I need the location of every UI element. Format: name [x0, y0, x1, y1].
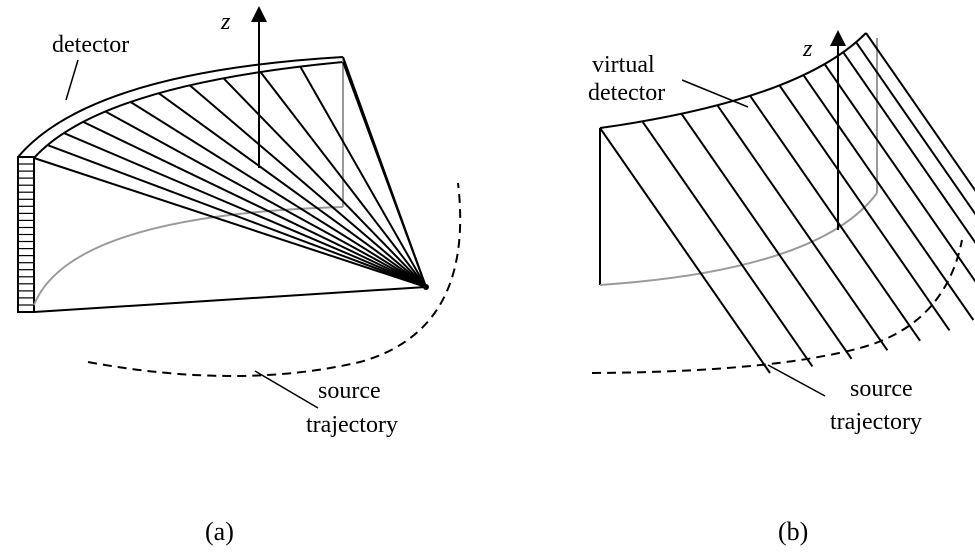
source-label-line1: source: [318, 378, 381, 404]
fan-ray: [33, 157, 427, 288]
fan-ray-edge: [342, 56, 427, 288]
source-leader-line-b: [767, 364, 826, 397]
bottom-ray: [33, 286, 427, 313]
z-axis-label-b: z: [802, 36, 813, 62]
parallel-beam-rays: [599, 32, 975, 374]
fan-ray: [130, 101, 427, 288]
fan-ray: [299, 66, 427, 288]
source-leader-line: [254, 370, 319, 409]
virtual-detector-label-line2: detector: [588, 80, 665, 106]
detector-label: detector: [52, 32, 129, 58]
fan-ray: [63, 132, 427, 288]
caption-a: (a): [205, 517, 234, 546]
parallel-ray: [778, 84, 951, 331]
parallel-ray: [749, 95, 921, 342]
panel-a: z detector source trajectory (a): [17, 6, 462, 546]
caption-b: (b): [778, 517, 808, 546]
parallel-ray: [641, 120, 814, 367]
source-label-line2-b: trajectory: [830, 409, 922, 435]
detector-bottom-curve: [33, 206, 344, 306]
parallel-ray: [680, 113, 853, 360]
fan-ray: [222, 77, 427, 288]
fan-ray: [158, 92, 427, 288]
source-label-line2: trajectory: [306, 412, 398, 438]
fan-beam-rays: [33, 56, 427, 288]
parallel-ray: [842, 51, 975, 244]
virtual-detector-arc: [599, 32, 867, 129]
virtual-detector-bottom-curve: [599, 192, 878, 286]
virtual-detector-label-line1: virtual: [592, 52, 655, 78]
z-axis-label: z: [220, 9, 231, 35]
virtual-detector-leader-line: [681, 79, 749, 108]
fan-ray: [189, 84, 427, 288]
panel-b: z virtual detector source trajectory (b): [588, 30, 975, 546]
parallel-ray: [823, 63, 975, 283]
detector-leader-line: [65, 59, 79, 101]
parallel-ray: [855, 41, 975, 216]
detector-pixel-column: [17, 156, 35, 313]
parallel-ray: [716, 104, 889, 351]
source-label-line1-b: source: [850, 376, 913, 402]
parallel-ray: [802, 74, 975, 321]
parallel-ray: [599, 127, 771, 374]
source-trajectory-dashed: [87, 182, 462, 377]
fan-ray: [104, 110, 427, 288]
fan-ray: [82, 120, 427, 288]
detector-arc: [17, 56, 344, 159]
fan-ray: [259, 71, 427, 288]
source-point: [423, 284, 429, 290]
source-trajectory-dashed-b: [591, 239, 963, 374]
fan-ray: [47, 144, 427, 288]
parallel-ray: [865, 32, 975, 192]
